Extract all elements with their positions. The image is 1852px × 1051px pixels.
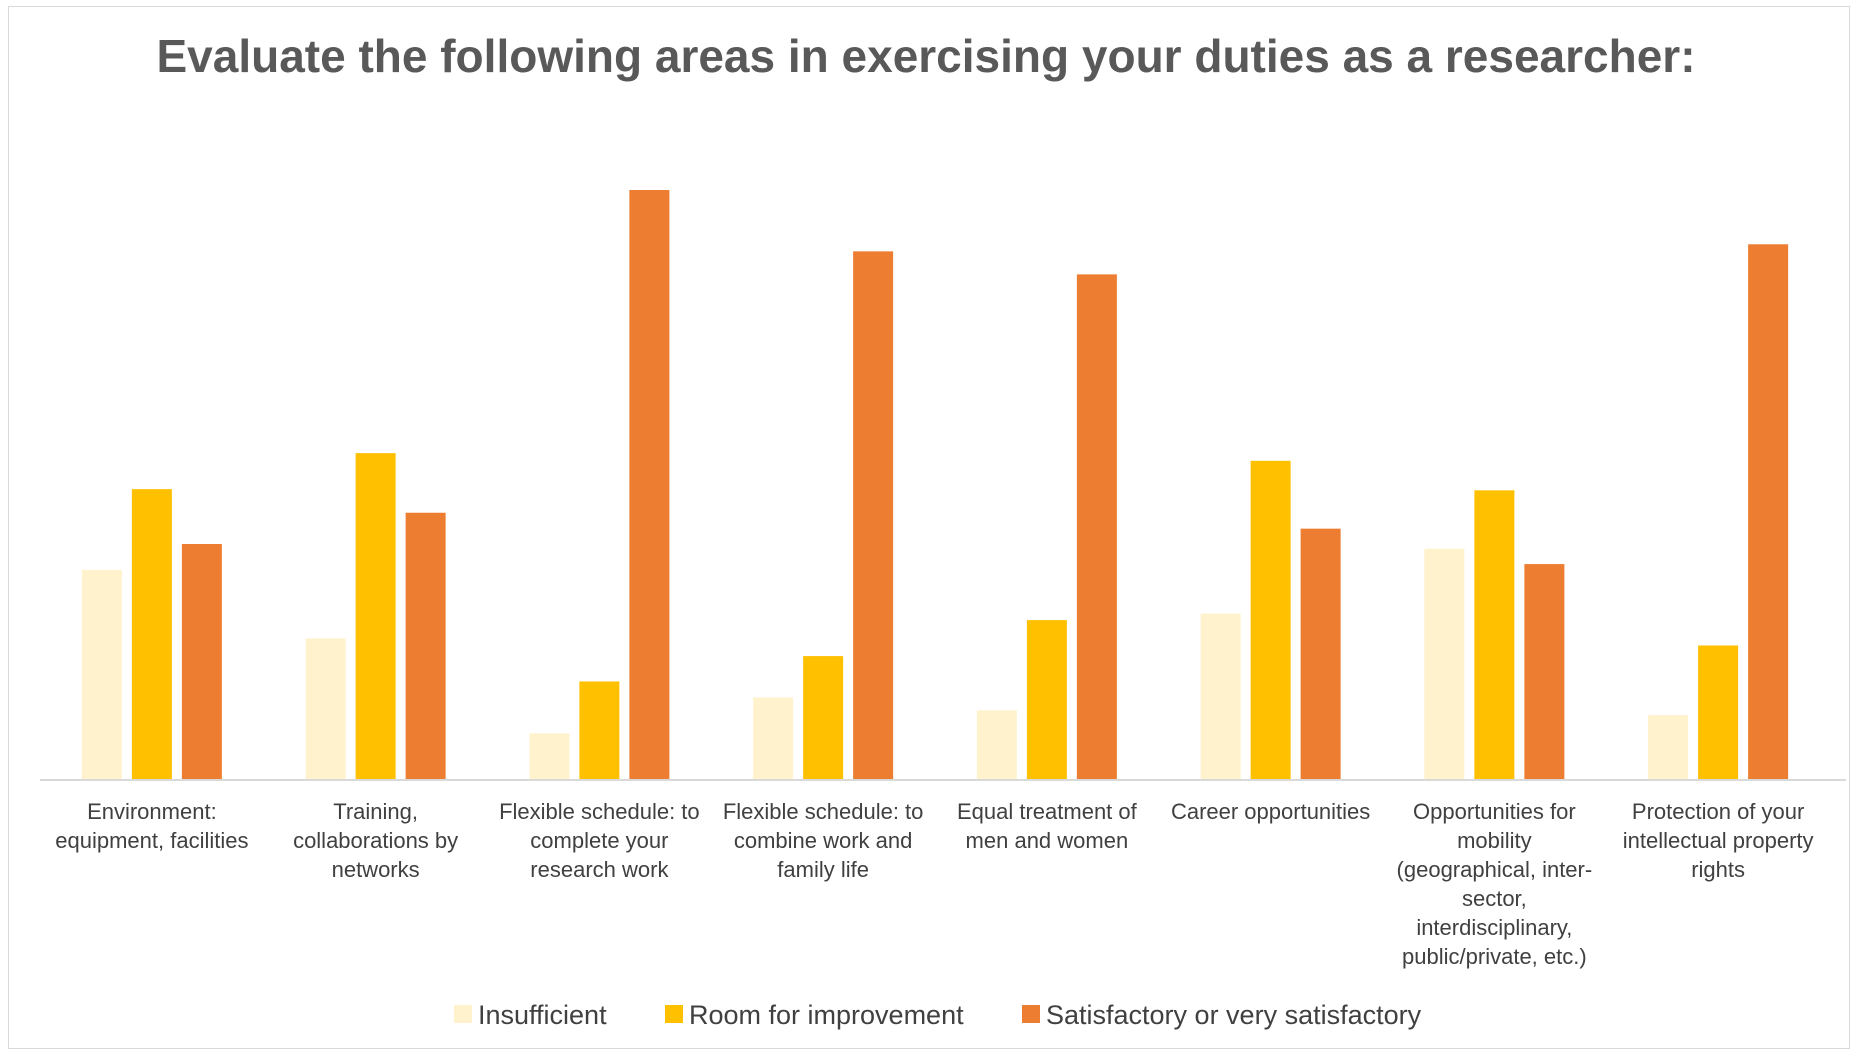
legend-item-insufficient: Insufficient bbox=[454, 1000, 607, 1030]
bars-layer bbox=[81, 190, 1789, 781]
bar-room-for-improvement-4 bbox=[803, 656, 844, 780]
bar-insufficient-8 bbox=[1648, 715, 1689, 780]
category-label-line: combine work and bbox=[734, 828, 913, 853]
category-label-line: men and women bbox=[966, 828, 1129, 853]
chart-title: Evaluate the following areas in exercisi… bbox=[156, 30, 1696, 82]
category-label-line: Equal treatment of bbox=[957, 799, 1138, 824]
category-label-line: mobility bbox=[1457, 828, 1532, 853]
bar-insufficient-3 bbox=[529, 733, 570, 780]
category-label-line: networks bbox=[332, 857, 420, 882]
category-label-line: research work bbox=[530, 857, 669, 882]
category-label-3: Flexible schedule: to complete your resear… bbox=[499, 799, 700, 882]
category-label-6: Career opportunities bbox=[1171, 799, 1370, 824]
category-label-line: rights bbox=[1691, 857, 1745, 882]
bar-satisfactory-or-very-satisfactory-1 bbox=[181, 544, 222, 780]
bar-room-for-improvement-5 bbox=[1026, 620, 1067, 780]
bar-room-for-improvement-6 bbox=[1250, 460, 1291, 780]
bar-insufficient-6 bbox=[1200, 613, 1241, 780]
category-label-7: Opportunities for mobility (geographical, … bbox=[1397, 799, 1593, 969]
bar-satisfactory-or-very-satisfactory-7 bbox=[1524, 564, 1565, 780]
legend-label: Room for improvement bbox=[689, 1000, 964, 1030]
bar-room-for-improvement-2 bbox=[355, 453, 396, 780]
bar-satisfactory-or-very-satisfactory-5 bbox=[1076, 274, 1117, 780]
category-label-line: public/private, etc.) bbox=[1402, 944, 1587, 969]
category-label-line: family life bbox=[777, 857, 869, 882]
category-label-line: equipment, facilities bbox=[55, 828, 248, 853]
bar-room-for-improvement-1 bbox=[131, 489, 172, 780]
legend-label: Satisfactory or very satisfactory bbox=[1046, 1000, 1422, 1030]
category-label-line: sector, bbox=[1462, 886, 1527, 911]
category-labels: Environment: equipment, facilities Trainin… bbox=[55, 799, 1813, 969]
bar-room-for-improvement-8 bbox=[1698, 645, 1739, 780]
bar-insufficient-7 bbox=[1424, 548, 1465, 780]
bar-satisfactory-or-very-satisfactory-6 bbox=[1300, 528, 1341, 780]
bar-insufficient-2 bbox=[305, 638, 346, 780]
legend-label: Insufficient bbox=[478, 1000, 607, 1030]
category-label-line: complete your bbox=[530, 828, 668, 853]
category-label-line: intellectual property bbox=[1623, 828, 1814, 853]
category-label-1: Environment: equipment, facilities bbox=[55, 799, 248, 853]
category-label-line: Environment: bbox=[87, 799, 217, 824]
category-label-line: (geographical, inter- bbox=[1397, 857, 1593, 882]
category-label-line: interdisciplinary, bbox=[1416, 915, 1572, 940]
legend: Insufficient Room for improvement Satisfac… bbox=[454, 1000, 1422, 1030]
category-label-5: Equal treatment of men and women bbox=[957, 799, 1138, 853]
bar-insufficient-5 bbox=[976, 710, 1017, 780]
category-label-line: Flexible schedule: to bbox=[723, 799, 924, 824]
category-label-4: Flexible schedule: to combine work and fam… bbox=[723, 799, 924, 882]
legend-swatch bbox=[454, 1005, 472, 1023]
bar-satisfactory-or-very-satisfactory-2 bbox=[405, 512, 446, 780]
category-label-line: Training, bbox=[333, 799, 418, 824]
category-label-line: collaborations by bbox=[293, 828, 458, 853]
category-label-8: Protection of your intellectual property r… bbox=[1623, 799, 1814, 882]
category-label-line: Career opportunities bbox=[1171, 799, 1370, 824]
bar-satisfactory-or-very-satisfactory-8 bbox=[1748, 244, 1789, 780]
chart-frame bbox=[8, 6, 1850, 1049]
legend-swatch bbox=[665, 1005, 683, 1023]
bar-room-for-improvement-7 bbox=[1474, 490, 1515, 780]
legend-swatch bbox=[1022, 1005, 1040, 1023]
category-label-line: Flexible schedule: to bbox=[499, 799, 700, 824]
bar-insufficient-1 bbox=[81, 569, 122, 780]
legend-item-room-for-improvement: Room for improvement bbox=[665, 1000, 964, 1030]
bar-satisfactory-or-very-satisfactory-3 bbox=[629, 190, 670, 780]
category-label-line: Protection of your bbox=[1632, 799, 1804, 824]
bar-satisfactory-or-very-satisfactory-4 bbox=[853, 251, 894, 781]
category-label-line: Opportunities for bbox=[1413, 799, 1576, 824]
category-label-2: Training, collaborations by networks bbox=[293, 799, 458, 882]
legend-item-satisfactory-or-very-satisfactory: Satisfactory or very satisfactory bbox=[1022, 1000, 1422, 1030]
bar-room-for-improvement-3 bbox=[579, 681, 620, 780]
bar-insufficient-4 bbox=[753, 697, 794, 780]
